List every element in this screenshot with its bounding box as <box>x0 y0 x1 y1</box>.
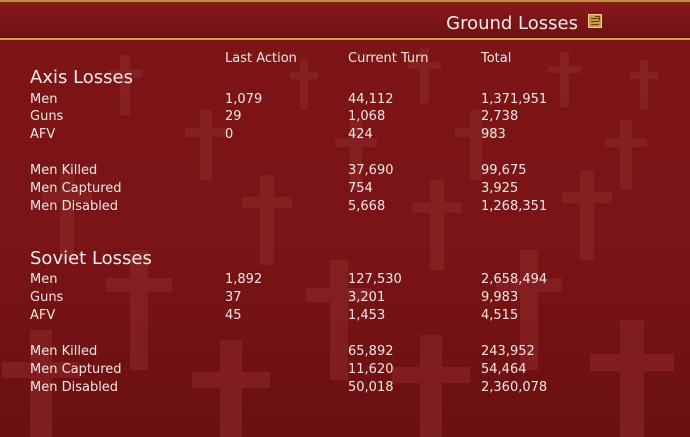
current-turn-value: 1,068 <box>348 109 386 124</box>
row-label: Men Disabled <box>30 199 119 214</box>
row-label: Men Disabled <box>30 380 119 395</box>
row-label: Men <box>30 92 58 107</box>
total-value: 1,371,951 <box>481 92 548 107</box>
row-label: Men Killed <box>30 344 98 359</box>
section-title: Axis Losses <box>30 67 133 88</box>
column-header-total: Total <box>481 51 512 66</box>
total-value: 9,983 <box>481 290 519 305</box>
current-turn-value: 5,668 <box>348 199 386 214</box>
current-turn-value: 127,530 <box>348 272 402 287</box>
total-value: 1,268,351 <box>481 199 548 214</box>
title-bar <box>0 0 690 40</box>
current-turn-value: 37,690 <box>348 163 394 178</box>
last-action-value: 0 <box>225 127 234 142</box>
current-turn-value: 3,201 <box>348 290 386 305</box>
row-label: Guns <box>30 290 64 305</box>
total-value: 2,360,078 <box>481 380 548 395</box>
total-value: 2,658,494 <box>481 272 548 287</box>
total-value: 99,675 <box>481 163 527 178</box>
last-action-value: 29 <box>225 109 242 124</box>
row-label: AFV <box>30 308 56 323</box>
row-label: Men Captured <box>30 181 122 196</box>
current-turn-value: 11,620 <box>348 362 394 377</box>
row-label: Guns <box>30 109 64 124</box>
total-value: 3,925 <box>481 181 519 196</box>
total-value: 54,464 <box>481 362 527 377</box>
window-title: Ground Losses <box>446 13 578 34</box>
column-header-last-action: Last Action <box>225 51 297 66</box>
current-turn-value: 50,018 <box>348 380 394 395</box>
total-value: 4,515 <box>481 308 519 323</box>
last-action-value: 1,892 <box>225 272 263 287</box>
row-label: AFV <box>30 127 56 142</box>
row-label: Men <box>30 272 58 287</box>
total-value: 983 <box>481 127 506 142</box>
current-turn-value: 1,453 <box>348 308 386 323</box>
last-action-value: 1,079 <box>225 92 263 107</box>
row-label: Men Killed <box>30 163 98 178</box>
total-value: 243,952 <box>481 344 535 359</box>
top-border <box>0 0 690 2</box>
total-value: 2,738 <box>481 109 519 124</box>
last-action-value: 45 <box>225 308 242 323</box>
last-action-value: 37 <box>225 290 242 305</box>
section-title: Soviet Losses <box>30 248 152 269</box>
notes-icon[interactable] <box>588 14 602 28</box>
current-turn-value: 65,892 <box>348 344 394 359</box>
current-turn-value: 44,112 <box>348 92 394 107</box>
current-turn-value: 754 <box>348 181 373 196</box>
column-header-current-turn: Current Turn <box>348 51 429 66</box>
row-label: Men Captured <box>30 362 122 377</box>
current-turn-value: 424 <box>348 127 373 142</box>
